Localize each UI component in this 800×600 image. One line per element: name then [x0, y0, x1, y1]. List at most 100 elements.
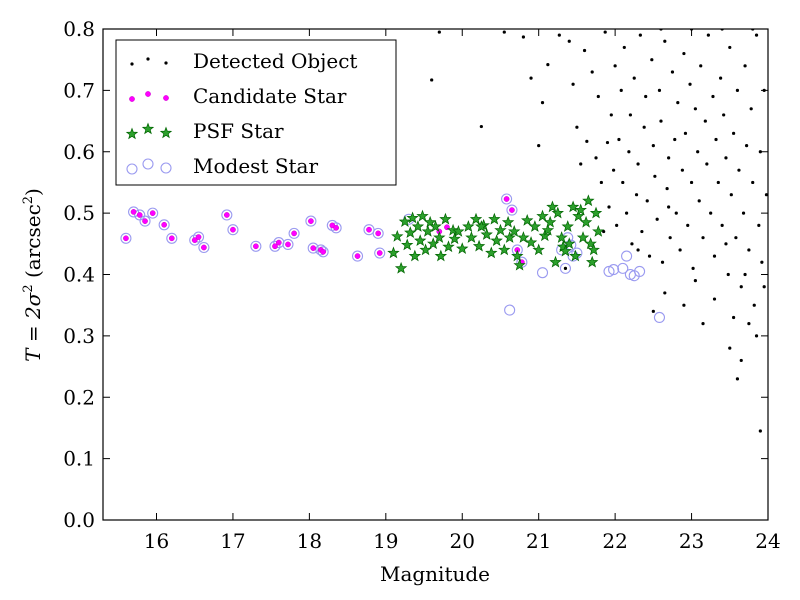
psf-star-point [555, 231, 568, 243]
x-axis: 16 17 18 19 20 21 22 23 24 [144, 29, 781, 553]
modest-star-point [317, 246, 329, 258]
legend-marker-modest [126, 163, 138, 175]
psf-star-point [433, 231, 446, 243]
legend-label-modest: Modest Star [193, 154, 318, 178]
detected-object-point [647, 254, 652, 258]
detected-object-point [640, 229, 644, 234]
detected-object-point [689, 180, 694, 185]
detected-object-point [651, 309, 655, 313]
psf-star-point [472, 239, 486, 252]
modest-star-point [536, 267, 549, 279]
psf-star-point [429, 220, 442, 232]
detected-object-point [701, 322, 705, 326]
psf-star-point [408, 249, 422, 262]
legend-marker-detected [164, 61, 168, 65]
detected-object-point [686, 223, 690, 227]
modest-star-point [372, 227, 384, 239]
detected-object-point [668, 236, 672, 240]
psf-star-point [411, 220, 425, 232]
detected-object-point [747, 248, 751, 252]
detected-object-point [752, 303, 756, 307]
detected-object-point [728, 45, 732, 50]
detected-object-point [751, 180, 755, 185]
candidate-star-point [223, 212, 230, 218]
modest-star-point [189, 234, 201, 246]
detected-object-point [764, 193, 768, 197]
detected-object-point [743, 272, 747, 277]
detected-object-point [651, 144, 655, 148]
points-layer [120, 29, 768, 433]
modest-star-point [363, 224, 375, 236]
modest-star-point [128, 206, 140, 218]
modest-star-point [621, 250, 633, 262]
detected-object-point [754, 33, 759, 37]
detected-object-point [657, 88, 662, 92]
detected-object-point [622, 45, 626, 50]
candidate-star-point [275, 239, 282, 246]
psf-star-point [561, 220, 574, 232]
detected-object-point [437, 30, 441, 34]
modest-star-point [282, 238, 294, 250]
y-tick-label: 0.1 [63, 447, 95, 471]
detected-object-point [758, 429, 762, 433]
psf-star-point [584, 237, 597, 250]
candidate-star-point [285, 241, 291, 248]
legend-marker-candidate [145, 91, 151, 97]
modest-star-point [288, 227, 300, 239]
detected-object-point [734, 236, 738, 240]
modest-star-point [608, 264, 620, 276]
psf-star-point [511, 249, 524, 262]
y-axis-label-sup: 2 [21, 284, 36, 292]
candidate-star-point [509, 207, 515, 213]
detected-object-point [744, 144, 749, 148]
detected-object-point [624, 211, 629, 215]
detected-object-point [726, 272, 730, 277]
y-tick-label: 0.7 [63, 78, 95, 102]
detected-object-point [720, 223, 724, 227]
legend-marker-detected [130, 62, 134, 66]
psf-star-point [586, 255, 599, 268]
detected-object-point [619, 88, 623, 92]
candidate-star-point [310, 245, 317, 251]
psf-star-point [414, 234, 427, 247]
legend-marker-psf [159, 126, 173, 139]
detected-object-point [663, 291, 667, 295]
modest-star-point [221, 209, 233, 221]
detected-object-point [642, 125, 646, 129]
psf-star-point [416, 209, 429, 222]
detected-object-point [663, 39, 667, 43]
legend-label-candidate: Candidate Star [193, 84, 347, 108]
psf-star-point [469, 212, 483, 225]
psf-star-point [456, 242, 469, 254]
psf-star-point [442, 240, 455, 253]
candidate-star-point [230, 226, 236, 233]
psf-star-point [582, 194, 595, 207]
detected-object-point [716, 180, 720, 185]
psf-star-point [498, 243, 511, 256]
detected-object-point [693, 107, 697, 111]
legend-marker-candidate [129, 96, 135, 102]
modest-star-point [351, 250, 364, 262]
psf-star-point [517, 231, 530, 243]
detected-object-point [634, 193, 639, 197]
detected-object-point [615, 223, 619, 227]
modest-star-point [617, 262, 629, 274]
detected-object-point [607, 205, 611, 209]
candidate-star-point [333, 225, 339, 231]
detected-object-point [430, 78, 434, 82]
detected-object-point [529, 76, 533, 80]
detected-object-point [567, 39, 571, 43]
y-tick-label: 0.3 [63, 324, 95, 348]
psf-star-point [462, 220, 475, 232]
psf-star-point [513, 258, 526, 271]
psf-star-point [566, 200, 580, 213]
psf-star-point [391, 229, 404, 242]
psf-star-point [559, 244, 572, 257]
detected-object-point [636, 248, 640, 252]
y-tick-label: 0.8 [63, 17, 95, 41]
psf-star-point [569, 249, 582, 262]
detected-object-point [579, 162, 583, 166]
y-tick-label: 0.6 [63, 140, 95, 164]
detected-object-point [729, 193, 733, 197]
detected-object-point [701, 236, 705, 240]
